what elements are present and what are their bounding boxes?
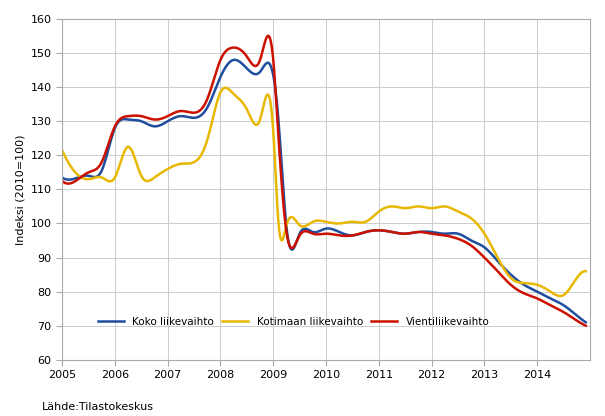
Koko liikevaihto bbox=[231, 57, 238, 62]
Kotimaan liikevaihto bbox=[371, 213, 379, 218]
Vientiliikevaihto bbox=[371, 228, 379, 233]
Koko liikevaihto bbox=[582, 320, 589, 325]
Kotimaan liikevaihto bbox=[222, 85, 229, 90]
Vientiliikevaihto bbox=[582, 323, 589, 328]
Line: Vientiliikevaihto: Vientiliikevaihto bbox=[62, 36, 586, 326]
Vientiliikevaihto bbox=[571, 317, 578, 322]
Kotimaan liikevaihto bbox=[572, 278, 579, 283]
Kotimaan liikevaihto bbox=[59, 148, 66, 153]
Koko liikevaihto bbox=[312, 230, 319, 235]
Kotimaan liikevaihto bbox=[308, 220, 315, 225]
Kotimaan liikevaihto bbox=[582, 269, 589, 274]
Kotimaan liikevaihto bbox=[489, 245, 496, 250]
Line: Koko liikevaihto: Koko liikevaihto bbox=[62, 60, 586, 322]
Kotimaan liikevaihto bbox=[557, 294, 564, 299]
Vientiliikevaihto bbox=[489, 263, 496, 268]
Vientiliikevaihto bbox=[343, 233, 350, 238]
Legend: Koko liikevaihto, Kotimaan liikevaihto, Vientiliikevaihto: Koko liikevaihto, Kotimaan liikevaihto, … bbox=[94, 312, 494, 331]
Koko liikevaihto bbox=[489, 253, 496, 258]
Kotimaan liikevaihto bbox=[312, 218, 319, 223]
Kotimaan liikevaihto bbox=[343, 220, 350, 225]
Text: Lähde:Tilastokeskus: Lähde:Tilastokeskus bbox=[42, 402, 154, 412]
Line: Kotimaan liikevaihto: Kotimaan liikevaihto bbox=[62, 88, 586, 296]
Vientiliikevaihto bbox=[312, 232, 319, 237]
Koko liikevaihto bbox=[343, 232, 350, 237]
Vientiliikevaihto bbox=[264, 33, 272, 38]
Koko liikevaihto bbox=[371, 228, 379, 233]
Koko liikevaihto bbox=[59, 175, 66, 180]
Koko liikevaihto bbox=[571, 311, 578, 316]
Vientiliikevaihto bbox=[59, 178, 66, 183]
Vientiliikevaihto bbox=[308, 231, 315, 236]
Y-axis label: Indeksi (2010=100): Indeksi (2010=100) bbox=[15, 134, 25, 245]
Koko liikevaihto bbox=[308, 229, 315, 234]
